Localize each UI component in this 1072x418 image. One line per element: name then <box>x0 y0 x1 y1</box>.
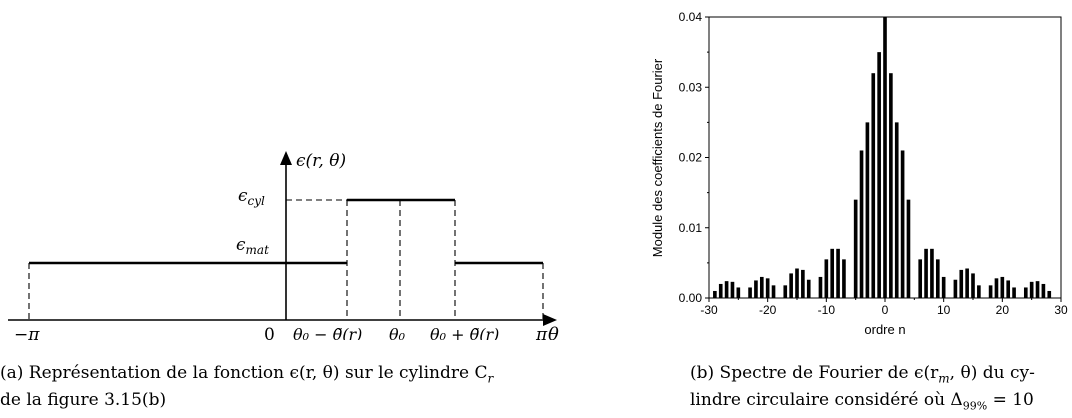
chart-bar <box>853 199 858 298</box>
chart-x-tick-label: -30 <box>700 303 718 317</box>
chart-bar <box>877 52 881 298</box>
chart-bar <box>994 278 999 298</box>
chart-bar <box>730 281 735 298</box>
chart-bar <box>1023 287 1028 298</box>
chart-bar <box>871 73 876 298</box>
chart-x-tick-label: 10 <box>937 303 951 317</box>
chart-y-tick-label: 0.00 <box>679 291 703 305</box>
chart-bar <box>889 73 893 298</box>
chart-ylabel: Module des coefficients de Fourier <box>650 58 665 257</box>
x-axis-arrow-icon <box>543 314 557 326</box>
right-caption-line2-tail: = 10 <box>987 390 1034 411</box>
chart-bar <box>959 269 964 298</box>
chart-x-tick-label: 0 <box>882 303 889 317</box>
tick-minus-pi: −π <box>14 325 40 340</box>
chart-bar <box>736 287 741 298</box>
chart-bar <box>759 276 764 298</box>
right-caption-line1-tail: , θ) du cy- <box>949 363 1035 383</box>
chart-bar <box>783 285 788 298</box>
left-caption: (a) Représentation de la fonction ϵ(r, θ… <box>0 362 560 411</box>
x-axis-label: θ <box>548 324 559 340</box>
right-caption: (b) Spectre de Fourier de ϵ(rm, θ) du cy… <box>690 362 1072 418</box>
tick-theta0: θ₀ <box>389 325 406 340</box>
chart-bar <box>883 17 887 298</box>
chart-bar <box>894 122 899 298</box>
chart-y-tick-label: 0.03 <box>679 80 703 94</box>
chart-bar <box>795 268 799 298</box>
chart-bar <box>824 259 829 298</box>
y-axis-arrow-icon <box>280 151 292 165</box>
chart-bar <box>859 150 864 298</box>
chart-bar <box>724 281 729 298</box>
chart-bar <box>900 150 905 298</box>
chart-bar <box>953 279 958 298</box>
chart-bar <box>1035 281 1040 298</box>
chart-bar <box>930 248 934 298</box>
right-caption-line2: lindre circulaire considéré où Δ <box>690 390 963 411</box>
right-caption-sub1: m <box>938 371 950 386</box>
chart-bar <box>836 248 840 298</box>
chart-y-tick-label: 0.01 <box>679 221 703 235</box>
tick-theta0-plus: θ₀ + θ̃(r) <box>430 325 499 340</box>
eps-cyl-label: ϵcyl <box>238 186 265 208</box>
chart-bar <box>789 273 793 298</box>
chart-bar <box>748 287 752 298</box>
tick-zero: 0 <box>264 325 275 340</box>
chart-bar <box>806 279 811 298</box>
chart-y-tick-label: 0.02 <box>679 151 703 165</box>
left-caption-sub: r <box>487 371 494 386</box>
chart-x-tick-label: -10 <box>818 303 836 317</box>
chart-bar <box>918 259 923 298</box>
chart-bar <box>971 273 975 298</box>
chart-y-tick-label: 0.04 <box>679 10 703 24</box>
left-figure: ϵ(r, θ) ϵcyl ϵmat −π 0 θ₀ − θ̃(r) θ₀ θ₀ … <box>8 151 559 340</box>
chart-bar <box>865 122 870 298</box>
chart-bar <box>977 285 981 298</box>
chart-bar <box>1047 290 1052 298</box>
chart-x-tick-label: 30 <box>1054 303 1068 317</box>
chart-bar <box>830 248 835 298</box>
chart-bar <box>1006 280 1011 298</box>
right-caption-sub2: 99% <box>962 399 988 413</box>
chart-bar <box>988 285 993 298</box>
chart-bar <box>771 285 776 298</box>
chart-bar <box>906 199 911 298</box>
chart-bar <box>842 259 846 298</box>
chart-xlabel: ordre n <box>864 322 905 337</box>
chart-bar <box>1012 287 1016 298</box>
chart-bar <box>935 259 940 298</box>
chart-bar <box>754 280 758 298</box>
chart-x-tick-label: -20 <box>759 303 777 317</box>
chart-x-tick-label: 20 <box>996 303 1010 317</box>
left-caption-line2: de la figure 3.15(b) <box>0 390 167 411</box>
y-axis-label: ϵ(r, θ) <box>296 151 346 171</box>
chart-bar <box>941 276 946 298</box>
chart-bar <box>1029 281 1034 298</box>
chart-bar <box>1000 276 1005 298</box>
chart-bar <box>801 269 805 298</box>
eps-mat-label: ϵmat <box>236 235 269 257</box>
left-caption-line1: (a) Représentation de la fonction ϵ(r, θ… <box>0 363 488 383</box>
chart-bar <box>713 290 717 298</box>
chart-bar <box>818 276 823 298</box>
fourier-spectrum-chart: -30 -20 -10 0 10 20 30 0.00 0.01 0.02 0.03 0.04 ord… <box>650 10 1068 337</box>
chart-bar <box>965 268 969 298</box>
chart-bar <box>765 278 770 298</box>
right-caption-line1: (b) Spectre de Fourier de ϵ(r <box>690 363 939 383</box>
chart-bar <box>718 283 723 298</box>
chart-bar <box>924 248 928 298</box>
tick-theta0-minus: θ₀ − θ̃(r) <box>293 325 362 340</box>
tick-pi: π <box>535 325 548 340</box>
chart-bar <box>1041 283 1046 298</box>
